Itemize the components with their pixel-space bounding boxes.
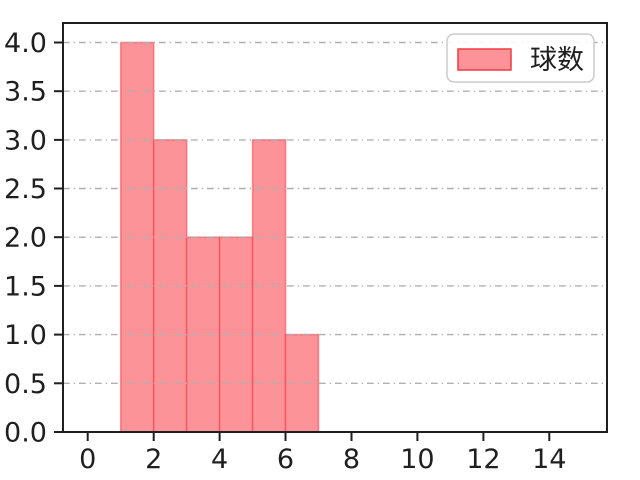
y-tick-label: 2.5: [4, 174, 47, 205]
x-tick-label: 4: [211, 444, 228, 475]
x-tick-label: 0: [79, 444, 96, 475]
legend: 球数: [446, 33, 595, 83]
x-tick-label: 8: [343, 444, 360, 475]
x-tick-label: 14: [532, 444, 566, 475]
x-tick-label: 12: [466, 444, 500, 475]
axes-group: 0 2 4 6 8 10 12 14 0.0 0.5 1.0 1.5 2.0 2.5 3.0 3.5 4.0: [4, 22, 608, 475]
y-tick-label: 4.0: [4, 28, 47, 59]
y-tick-label: 1.5: [4, 271, 47, 302]
legend-label: 球数: [530, 45, 584, 76]
x-tick-label: 10: [400, 444, 434, 475]
gridlines-group: [63, 41, 607, 384]
x-tick-label: 6: [277, 444, 294, 475]
histogram-bar: [284, 333, 320, 433]
y-tick-label: 2.0: [4, 223, 47, 254]
y-tick-label: 1.0: [4, 320, 47, 351]
y-tick-label: 3.0: [4, 125, 47, 156]
x-tick-label: 2: [145, 444, 162, 475]
y-tick-label: 0.0: [4, 418, 47, 449]
y-tick-label: 0.5: [4, 369, 47, 400]
y-tick-label: 3.5: [4, 77, 47, 108]
plot-frame: [62, 22, 608, 433]
legend-swatch: [457, 48, 512, 71]
